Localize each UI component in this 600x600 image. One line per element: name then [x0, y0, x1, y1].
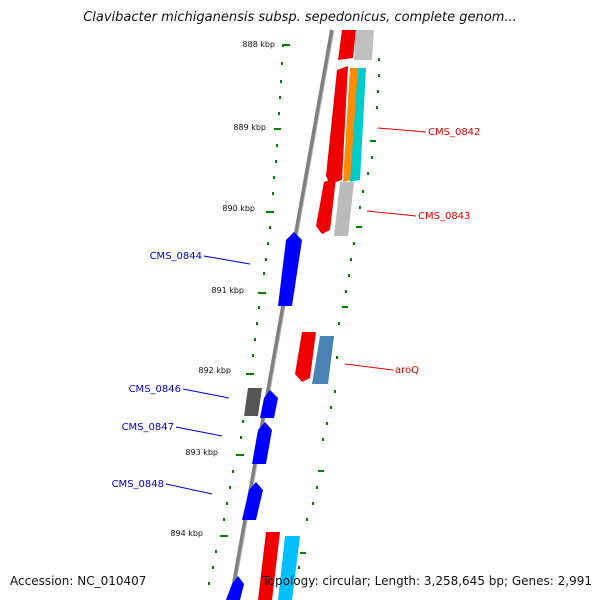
tick-label: 892 kbp: [198, 366, 231, 375]
label-connectors: [165, 127, 427, 495]
gc-dots-outer: [298, 58, 380, 569]
tick-label: 893 kbp: [185, 448, 218, 457]
tick-label: 888 kbp: [242, 40, 275, 49]
gene-CMS_0842[interactable]: [326, 66, 366, 184]
gene-CMS_0844[interactable]: [278, 232, 302, 306]
gene-label-CMS_0847[interactable]: CMS_0847: [122, 422, 174, 433]
gene-label-CMS_0844[interactable]: CMS_0844: [150, 251, 202, 262]
gene-label-aroQ[interactable]: aroQ: [395, 365, 419, 376]
gene-label-CMS_0848[interactable]: CMS_0848: [112, 479, 164, 490]
gene-block-top[interactable]: [338, 30, 374, 60]
gene-label-CMS_0846[interactable]: CMS_0846: [129, 384, 181, 395]
gene-CMS_0848[interactable]: [242, 482, 263, 520]
tick-label: 894 kbp: [170, 529, 203, 538]
gene-CMS_0846[interactable]: [244, 388, 278, 418]
gene-label-CMS_0843[interactable]: CMS_0843: [418, 211, 470, 222]
tick-label: 890 kbp: [222, 204, 255, 213]
tick-label: 891 kbp: [211, 286, 244, 295]
gene-CMS_0847[interactable]: [252, 422, 272, 464]
gene-block-bottom[interactable]: [258, 532, 300, 600]
gene-label-CMS_0842[interactable]: CMS_0842: [428, 127, 480, 138]
gc-dots-inner: [208, 44, 290, 585]
tick-label: 889 kbp: [233, 123, 266, 132]
gene-block-lower-left[interactable]: [226, 576, 244, 600]
map-title: Clavibacter michiganensis subsp. sepedon…: [83, 10, 517, 25]
accession-text: Accession: NC_010407: [10, 574, 147, 588]
gene-aroQ[interactable]: [295, 332, 334, 384]
gene-CMS_0843[interactable]: [316, 178, 354, 236]
genome-summary-text: Topology: circular; Length: 3,258,645 bp…: [262, 574, 592, 588]
